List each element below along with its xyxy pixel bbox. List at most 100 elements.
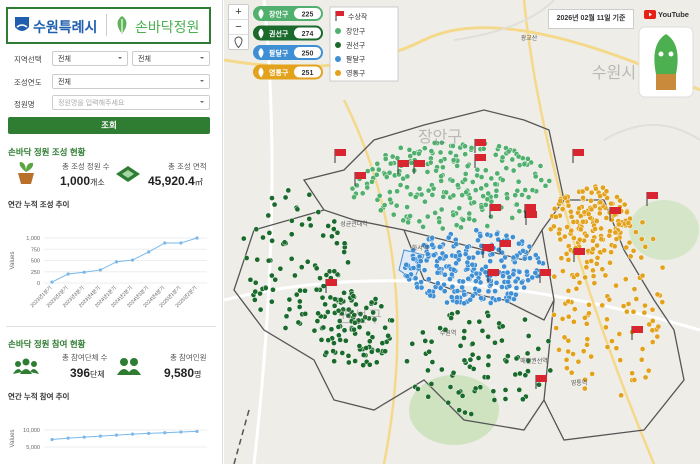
garden-marker bbox=[425, 187, 432, 194]
garden-marker bbox=[466, 319, 473, 326]
garden-marker bbox=[504, 195, 511, 202]
garden-marker bbox=[571, 235, 577, 241]
garden-marker bbox=[512, 192, 519, 199]
garden-marker bbox=[382, 156, 389, 162]
garden-marker bbox=[393, 202, 400, 209]
flag bbox=[335, 149, 346, 156]
search-button[interactable]: 조회 bbox=[8, 117, 210, 134]
garden-marker bbox=[630, 308, 637, 315]
garden-marker bbox=[516, 387, 523, 393]
garden-marker bbox=[611, 243, 618, 250]
garden-marker bbox=[462, 151, 469, 158]
garden-marker bbox=[438, 173, 444, 180]
garden-marker bbox=[461, 300, 468, 307]
garden-marker bbox=[294, 206, 301, 213]
garden-marker bbox=[538, 177, 545, 183]
garden-marker bbox=[536, 381, 542, 388]
garden-marker bbox=[375, 347, 381, 354]
garden-marker bbox=[551, 223, 557, 230]
data-point bbox=[163, 241, 167, 245]
garden-marker bbox=[461, 335, 467, 341]
district-boundary bbox=[233, 209, 545, 431]
place-label: 화서역 bbox=[412, 244, 429, 252]
zoom-in[interactable]: + bbox=[229, 5, 248, 20]
garden-marker bbox=[499, 284, 505, 290]
garden-marker bbox=[454, 299, 460, 306]
garden-marker bbox=[568, 213, 575, 220]
garden-marker bbox=[588, 353, 595, 360]
locate-button[interactable] bbox=[229, 35, 248, 49]
legend-label: 영통구 bbox=[346, 69, 366, 78]
flag bbox=[398, 160, 409, 167]
flag bbox=[610, 207, 621, 214]
garden-marker bbox=[424, 213, 431, 220]
garden-marker bbox=[571, 306, 578, 313]
garden-marker bbox=[454, 163, 460, 169]
garden-marker bbox=[627, 253, 634, 260]
year-select[interactable]: 전체 bbox=[52, 74, 210, 89]
garden-marker bbox=[315, 209, 322, 215]
garden-marker bbox=[354, 182, 360, 189]
garden-marker bbox=[525, 277, 531, 284]
garden-marker bbox=[586, 301, 592, 308]
garden-marker bbox=[562, 194, 569, 201]
garden-marker bbox=[351, 312, 358, 319]
garden-marker bbox=[431, 140, 438, 146]
garden-marker bbox=[345, 259, 351, 266]
garden-marker bbox=[445, 234, 452, 241]
garden-marker bbox=[624, 308, 630, 315]
garden-marker bbox=[320, 283, 327, 289]
garden-marker bbox=[557, 236, 564, 243]
garden-marker bbox=[593, 260, 600, 267]
youtube-text: YouTube bbox=[658, 10, 689, 19]
region-select[interactable]: 전체 bbox=[52, 51, 128, 66]
award-flag bbox=[325, 279, 337, 293]
garden-marker bbox=[478, 185, 485, 192]
garden-marker bbox=[513, 291, 519, 298]
garden-marker bbox=[469, 340, 476, 347]
mascot[interactable] bbox=[638, 26, 694, 98]
garden-marker bbox=[397, 144, 404, 151]
name-input[interactable]: 정원명을 입력해주세요 bbox=[52, 95, 210, 110]
garden-marker bbox=[609, 338, 615, 344]
pot-icon bbox=[18, 162, 34, 184]
garden-marker bbox=[490, 388, 497, 395]
garden-marker bbox=[430, 185, 437, 192]
garden-marker bbox=[576, 279, 583, 286]
zoom-out[interactable]: − bbox=[229, 20, 248, 35]
youtube-link[interactable]: YouTube bbox=[644, 10, 689, 19]
garden-marker bbox=[655, 323, 662, 330]
garden-marker bbox=[577, 226, 584, 233]
district-select[interactable]: 전체 bbox=[132, 51, 210, 66]
garden-marker bbox=[559, 206, 566, 212]
data-point bbox=[195, 236, 199, 240]
garden-marker bbox=[631, 377, 638, 383]
garden-marker bbox=[557, 198, 564, 204]
garden-marker bbox=[362, 314, 369, 321]
garden-marker bbox=[450, 192, 457, 199]
garden-marker bbox=[547, 367, 554, 374]
garden-marker bbox=[467, 195, 473, 201]
garden-marker bbox=[639, 272, 646, 279]
garden-marker bbox=[485, 374, 491, 381]
group-icon bbox=[13, 358, 39, 374]
flag bbox=[355, 172, 366, 179]
garden-marker bbox=[345, 306, 352, 313]
garden-marker bbox=[596, 210, 603, 217]
flag bbox=[326, 279, 337, 286]
district-count: 225 bbox=[302, 12, 314, 19]
garden-marker bbox=[499, 154, 506, 161]
garden-marker bbox=[584, 341, 590, 348]
city-logo bbox=[15, 17, 29, 31]
garden-marker bbox=[293, 291, 300, 298]
legend-label: 팔달구 bbox=[346, 55, 366, 64]
garden-marker bbox=[617, 197, 623, 204]
road bbox=[453, 0, 700, 141]
garden-marker bbox=[592, 226, 598, 232]
garden-marker bbox=[492, 181, 499, 187]
garden-marker bbox=[620, 303, 627, 309]
garden-marker bbox=[642, 374, 649, 381]
garden-marker bbox=[556, 230, 562, 237]
garden-marker bbox=[624, 209, 630, 216]
